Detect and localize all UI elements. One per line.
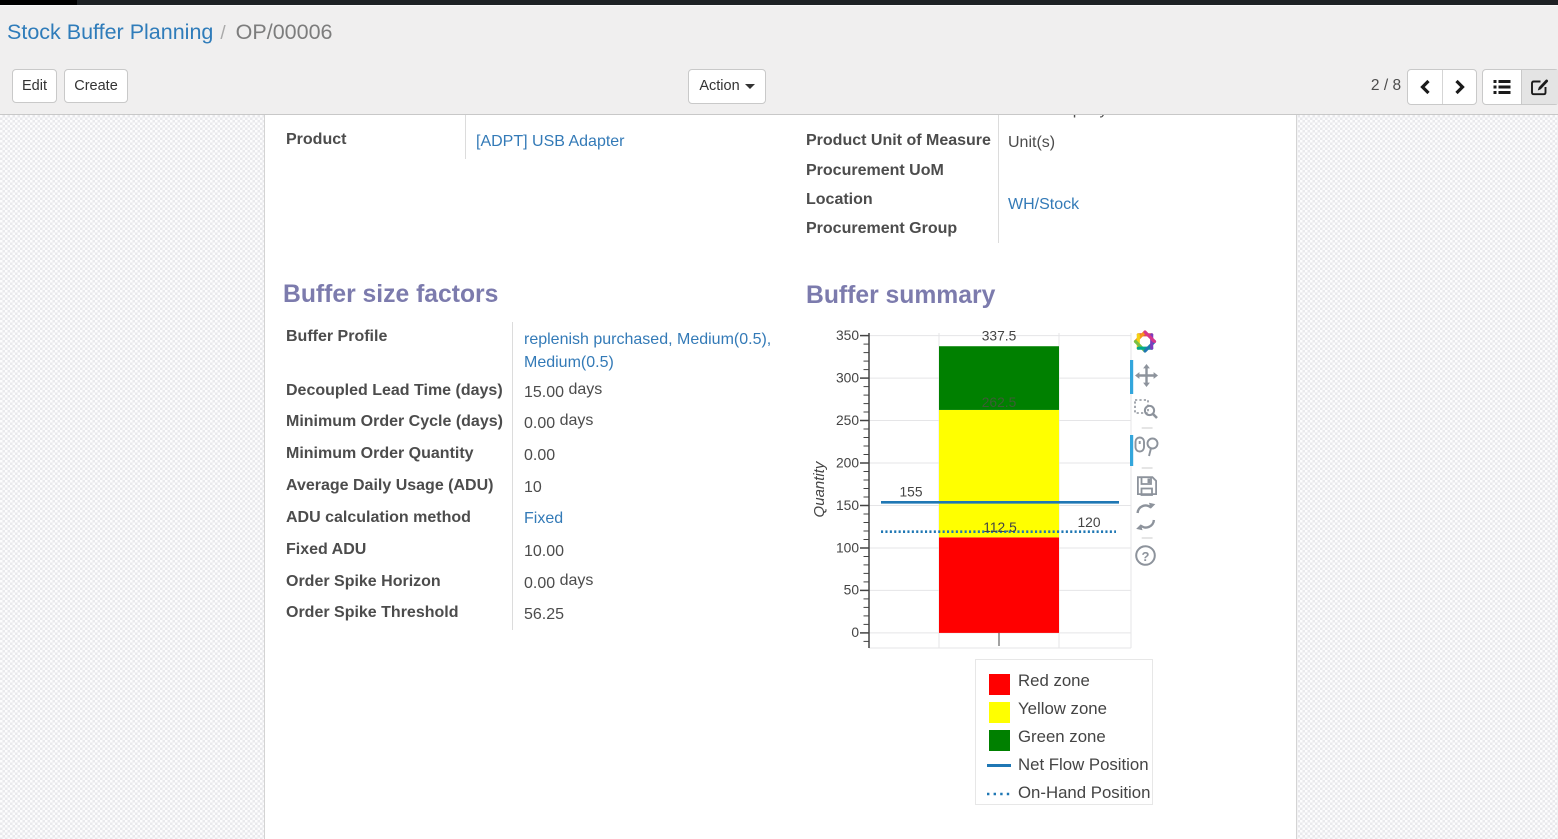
svg-text:300: 300 [836, 370, 859, 385]
svg-text:100: 100 [836, 540, 859, 555]
svg-text:0: 0 [851, 625, 859, 640]
svg-text:50: 50 [844, 583, 860, 598]
svg-text:112.5: 112.5 [983, 520, 1017, 535]
svg-text:150: 150 [836, 498, 859, 513]
svg-text:350: 350 [836, 328, 859, 343]
svg-text:250: 250 [836, 413, 859, 428]
svg-text:155: 155 [899, 485, 922, 500]
svg-text:337.5: 337.5 [982, 328, 1017, 343]
svg-text:120: 120 [1077, 515, 1100, 530]
svg-text:?: ? [1142, 549, 1150, 564]
svg-text:200: 200 [836, 455, 859, 470]
svg-text:Quantity: Quantity [811, 460, 828, 517]
svg-text:262.5: 262.5 [982, 395, 1017, 410]
